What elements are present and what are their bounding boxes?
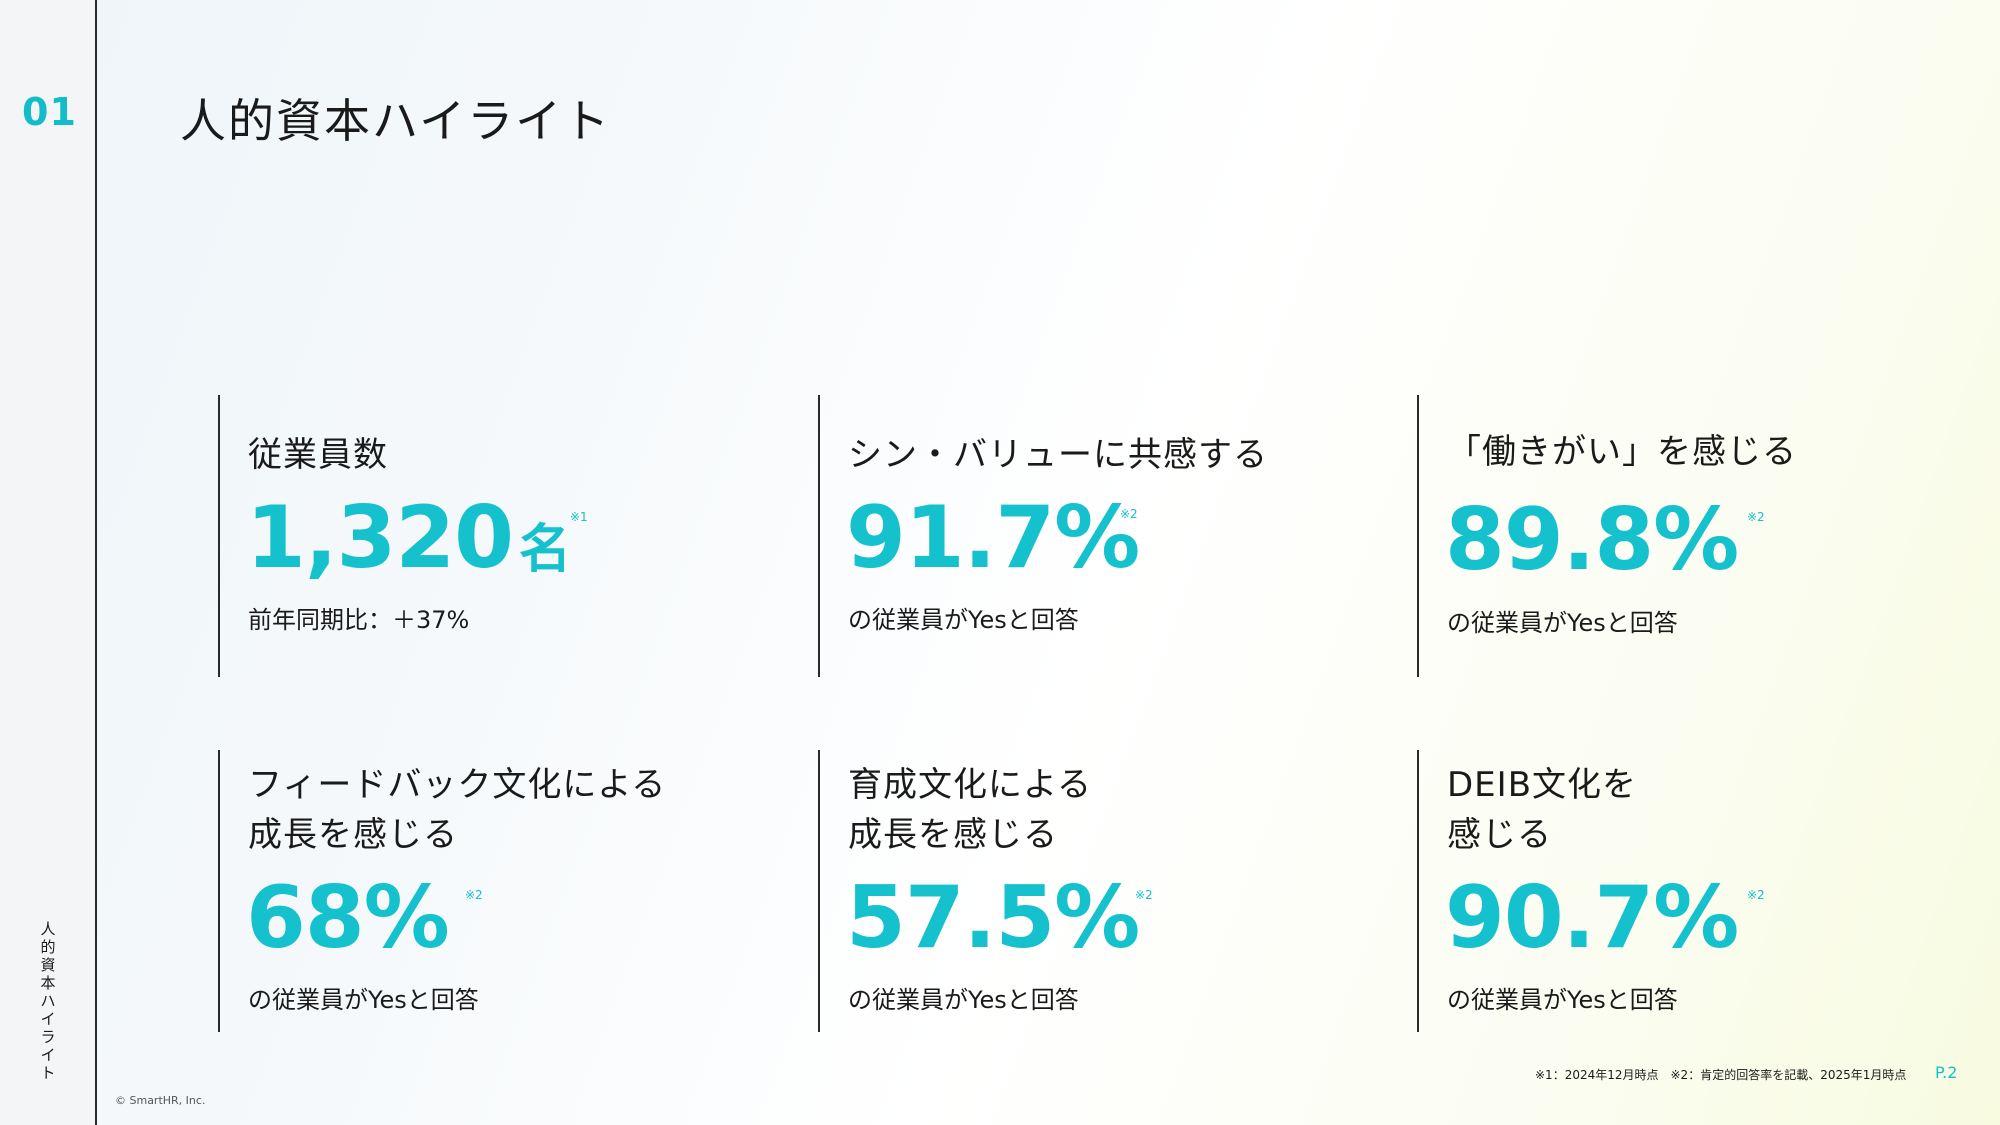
card-sub: 前年同期比：＋37% [248,606,470,634]
card-value: 68% [246,868,450,968]
card-sub: の従業員がYesと回答 [848,986,1079,1014]
section-vertical-label: 人的資本ハイライト [40,920,56,1082]
page-number: P.2 [1935,1063,1958,1082]
card-engagement: 「働きがい」を感じる 89.8% ※2 の従業員がYesと回答 [1417,395,1979,677]
card-note: ※2 [465,888,483,902]
card-sub: の従業員がYesと回答 [248,986,479,1014]
card-label: 従業員数 [248,435,388,475]
sidebar: 01 人的資本ハイライト [0,0,97,1125]
card-label-line1: フィードバック文化による [248,765,667,805]
page-title: 人的資本ハイライト [180,94,612,148]
card-sub: の従業員がYesと回答 [1447,609,1678,637]
card-deib: DEIB文化を 感じる 90.7% ※2 の従業員がYesと回答 [1417,750,1979,1032]
card-value: 57.5% [846,868,1140,968]
section-number: 01 [22,90,77,134]
card-sub: の従業員がYesと回答 [848,606,1079,634]
card-value: 90.7% [1445,868,1739,968]
card-value: 91.7% [846,488,1140,588]
card-note: ※2 [1120,507,1138,521]
card-value: 1,320 名 [246,495,571,581]
card-sub: の従業員がYesと回答 [1447,986,1678,1014]
card-feedback-growth: フィードバック文化による 成長を感じる 68% ※2 の従業員がYesと回答 [218,750,780,1032]
card-value-empathy: シン・バリューに共感する 91.7% ※2 の従業員がYesと回答 [818,395,1380,677]
card-note: ※1 [570,510,588,524]
card-value-unit: 名 [519,520,571,580]
card-note: ※2 [1747,888,1765,902]
card-label-line2: 感じる [1447,815,1552,855]
card-label-line1: 育成文化による [848,765,1092,805]
card-label-line2: 成長を感じる [248,815,458,855]
card-note: ※2 [1135,888,1153,902]
card-label: 「働きがい」を感じる [1447,432,1797,472]
card-label-line2: 成長を感じる [848,815,1058,855]
card-label-line1: DEIB文化を [1447,765,1638,805]
card-value-number: 1,320 [246,488,514,588]
card-note: ※2 [1747,510,1765,524]
footnote: ※1：2024年12月時点 ※2：肯定的回答率を記載、2025年1月時点 [1535,1068,1907,1082]
card-employees: 従業員数 1,320 名 ※1 前年同期比：＋37% [218,395,780,677]
card-development-growth: 育成文化による 成長を感じる 57.5% ※2 の従業員がYesと回答 [818,750,1380,1032]
copyright: © SmartHR, Inc. [115,1094,206,1107]
card-value: 89.8% [1445,490,1739,590]
card-label: シン・バリューに共感する [848,435,1268,475]
